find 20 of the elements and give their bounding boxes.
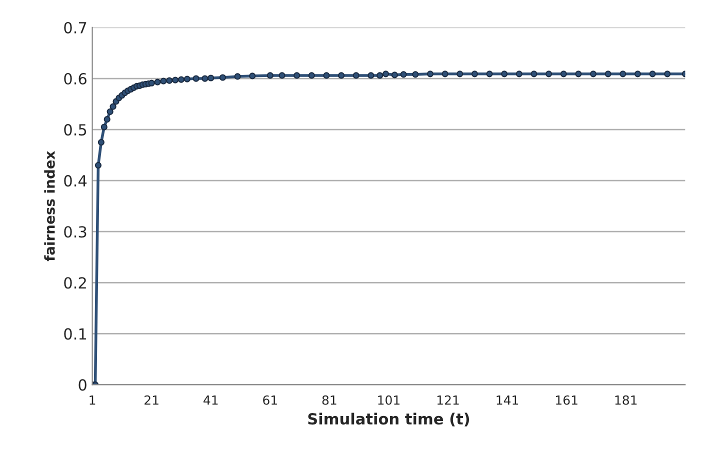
y-tick-label: 0 <box>78 379 86 391</box>
y-tick-label: 0.4 <box>64 175 87 187</box>
x-tick-label: 121 <box>437 395 459 405</box>
x-tick-label: 21 <box>144 395 158 405</box>
y-tick-label: 0.3 <box>64 226 86 238</box>
y-tick-label: 0.1 <box>64 328 86 340</box>
x-axis-title: Simulation time (t) <box>308 412 470 426</box>
y-axis-title: fairness index <box>44 150 55 262</box>
x-tick-label: 1 <box>90 396 96 405</box>
x-tick-label: 81 <box>322 395 336 405</box>
x-tick-label: 141 <box>496 396 518 405</box>
y-tick-label: 0.7 <box>64 22 86 34</box>
x-tick-label: 61 <box>263 395 277 405</box>
y-tick-label: 0.5 <box>64 124 86 136</box>
y-tick-label: 0.6 <box>64 72 86 85</box>
y-tick-label: 0.2 <box>64 277 86 289</box>
x-tick-label: 101 <box>378 395 400 405</box>
x-tick-label: 161 <box>556 395 578 405</box>
x-tick-label: 41 <box>204 396 218 405</box>
x-tick-label: 181 <box>615 395 637 405</box>
